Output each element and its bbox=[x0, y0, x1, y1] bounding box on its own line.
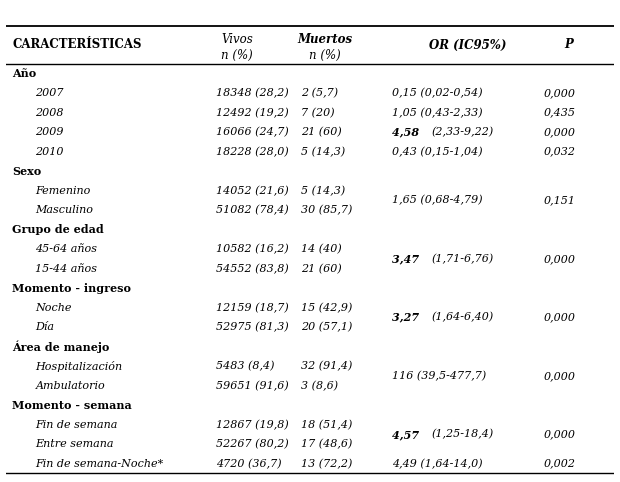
Text: 59651 (91,6): 59651 (91,6) bbox=[216, 380, 288, 391]
Text: 45-64 años: 45-64 años bbox=[35, 244, 97, 254]
Text: 14 (40): 14 (40) bbox=[301, 244, 342, 254]
Text: 0,43 (0,15-1,04): 0,43 (0,15-1,04) bbox=[392, 147, 482, 157]
Text: Hospitalización: Hospitalización bbox=[35, 361, 123, 372]
Text: 0,15 (0,02-0,54): 0,15 (0,02-0,54) bbox=[392, 88, 482, 98]
Text: 1,65 (0,68-4,79): 1,65 (0,68-4,79) bbox=[392, 195, 482, 205]
Text: 3,27: 3,27 bbox=[392, 312, 423, 323]
Text: 12492 (19,2): 12492 (19,2) bbox=[216, 107, 288, 118]
Text: 2007: 2007 bbox=[35, 88, 64, 98]
Text: 4,57: 4,57 bbox=[392, 429, 423, 440]
Text: 0,000: 0,000 bbox=[544, 371, 576, 381]
Text: Momento - semana: Momento - semana bbox=[12, 400, 132, 411]
Text: 52267 (80,2): 52267 (80,2) bbox=[216, 439, 288, 449]
Text: 0,000: 0,000 bbox=[544, 312, 576, 322]
Text: 0,000: 0,000 bbox=[544, 127, 576, 137]
Text: 12867 (19,8): 12867 (19,8) bbox=[216, 419, 288, 430]
Text: 15 (42,9): 15 (42,9) bbox=[301, 303, 352, 313]
Text: 30 (85,7): 30 (85,7) bbox=[301, 205, 352, 215]
Text: Ambulatorio: Ambulatorio bbox=[35, 381, 105, 390]
Text: Fin de semana-Noche*: Fin de semana-Noche* bbox=[35, 459, 164, 469]
Text: 5483 (8,4): 5483 (8,4) bbox=[216, 361, 274, 371]
Text: Área de manejo: Área de manejo bbox=[12, 340, 110, 353]
Text: 32 (91,4): 32 (91,4) bbox=[301, 361, 352, 371]
Text: 21 (60): 21 (60) bbox=[301, 127, 342, 137]
Text: 2 (5,7): 2 (5,7) bbox=[301, 88, 338, 98]
Text: Sexo: Sexo bbox=[12, 166, 42, 176]
Text: 3 (8,6): 3 (8,6) bbox=[301, 380, 338, 391]
Text: Masculino: Masculino bbox=[35, 205, 94, 215]
Text: 0,000: 0,000 bbox=[544, 88, 576, 98]
Text: 21 (60): 21 (60) bbox=[301, 264, 342, 274]
Text: 0,032: 0,032 bbox=[544, 147, 576, 157]
Text: 10582 (16,2): 10582 (16,2) bbox=[216, 244, 288, 254]
Text: 0,002: 0,002 bbox=[544, 459, 576, 469]
Text: 0,435: 0,435 bbox=[544, 107, 576, 118]
Text: Año: Año bbox=[12, 68, 37, 79]
Text: Femenino: Femenino bbox=[35, 186, 91, 196]
Text: 52975 (81,3): 52975 (81,3) bbox=[216, 322, 288, 332]
Text: Momento - ingreso: Momento - ingreso bbox=[12, 282, 131, 294]
Text: 5 (14,3): 5 (14,3) bbox=[301, 147, 345, 157]
Text: 2009: 2009 bbox=[35, 127, 64, 137]
Text: 13 (72,2): 13 (72,2) bbox=[301, 458, 352, 469]
Text: 5 (14,3): 5 (14,3) bbox=[301, 186, 345, 196]
Text: 116 (39,5-477,7): 116 (39,5-477,7) bbox=[392, 371, 486, 381]
Text: 0,151: 0,151 bbox=[544, 195, 576, 205]
Text: n (%): n (%) bbox=[309, 49, 341, 62]
Text: 4,58: 4,58 bbox=[392, 127, 423, 138]
Text: 18228 (28,0): 18228 (28,0) bbox=[216, 147, 288, 157]
Text: 1,05 (0,43-2,33): 1,05 (0,43-2,33) bbox=[392, 107, 482, 118]
Text: n (%): n (%) bbox=[221, 49, 253, 62]
Text: (1,71-6,76): (1,71-6,76) bbox=[432, 254, 494, 264]
Text: P: P bbox=[564, 39, 573, 52]
Text: 0,000: 0,000 bbox=[544, 254, 576, 264]
Text: Grupo de edad: Grupo de edad bbox=[12, 224, 104, 235]
Text: 51082 (78,4): 51082 (78,4) bbox=[216, 205, 288, 215]
Text: (2,33-9,22): (2,33-9,22) bbox=[432, 127, 494, 137]
Text: 14052 (21,6): 14052 (21,6) bbox=[216, 186, 288, 196]
Text: 20 (57,1): 20 (57,1) bbox=[301, 322, 352, 332]
Text: 18348 (28,2): 18348 (28,2) bbox=[216, 88, 288, 98]
Text: Vivos: Vivos bbox=[221, 33, 253, 46]
Text: 7 (20): 7 (20) bbox=[301, 107, 335, 118]
Text: Entre semana: Entre semana bbox=[35, 439, 114, 449]
Text: Día: Día bbox=[35, 322, 55, 332]
Text: 12159 (18,7): 12159 (18,7) bbox=[216, 303, 288, 313]
Text: 4,49 (1,64-14,0): 4,49 (1,64-14,0) bbox=[392, 458, 482, 469]
Text: 16066 (24,7): 16066 (24,7) bbox=[216, 127, 288, 137]
Text: 15-44 años: 15-44 años bbox=[35, 264, 97, 274]
Text: 2010: 2010 bbox=[35, 147, 64, 157]
Text: Fin de semana: Fin de semana bbox=[35, 420, 118, 429]
Text: 4720 (36,7): 4720 (36,7) bbox=[216, 458, 281, 469]
Text: 17 (48,6): 17 (48,6) bbox=[301, 439, 352, 449]
Text: 2008: 2008 bbox=[35, 107, 64, 118]
Text: 3,47: 3,47 bbox=[392, 254, 423, 265]
Text: CARACTERÍSTICAS: CARACTERÍSTICAS bbox=[12, 39, 142, 52]
Text: 0,000: 0,000 bbox=[544, 429, 576, 440]
Text: 18 (51,4): 18 (51,4) bbox=[301, 419, 352, 430]
Text: Noche: Noche bbox=[35, 303, 72, 313]
Text: (1,25-18,4): (1,25-18,4) bbox=[432, 429, 494, 440]
Text: OR (IC95%): OR (IC95%) bbox=[429, 39, 507, 52]
Text: Muertos: Muertos bbox=[298, 33, 353, 46]
Text: (1,64-6,40): (1,64-6,40) bbox=[432, 312, 494, 322]
Text: 54552 (83,8): 54552 (83,8) bbox=[216, 264, 288, 274]
